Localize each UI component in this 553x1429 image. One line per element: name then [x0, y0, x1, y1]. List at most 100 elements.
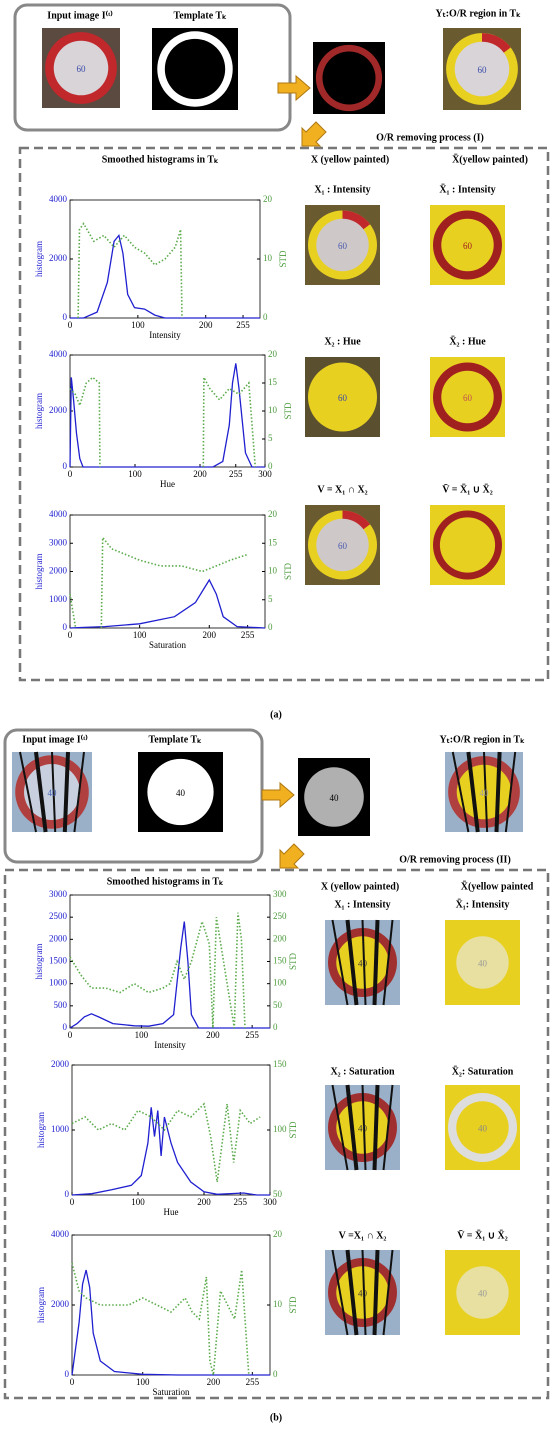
- plot-frame: [71, 1234, 271, 1376]
- y2-tick-label: 50: [273, 1000, 283, 1010]
- y-axis-label: histogram: [34, 393, 44, 429]
- sign-text: 40: [478, 1289, 488, 1299]
- sign-inner: [456, 1266, 509, 1319]
- y-tick-label: 2500: [49, 911, 68, 921]
- y-tick-label: 0: [65, 1369, 70, 1379]
- y2-tick-label: 100: [273, 978, 287, 988]
- arrow: [277, 74, 311, 102]
- branch: [73, 751, 85, 833]
- process-label: O/R removing process (I): [376, 132, 484, 143]
- x-axis-label: Intensity: [154, 1040, 186, 1050]
- x-tick-label: 200: [199, 320, 213, 330]
- image-label: V = X₁ ∩ X₂: [317, 484, 367, 495]
- process-box: [18, 146, 550, 682]
- arrow: [279, 843, 305, 869]
- x-tick-label: 200: [203, 630, 217, 640]
- branch: [382, 1084, 394, 1171]
- input-box: [13, 3, 292, 132]
- sign-image: 60: [430, 357, 505, 437]
- y2-axis-label: STD: [288, 1296, 298, 1314]
- branch: [372, 919, 380, 1006]
- series-line: [69, 921, 270, 1029]
- y-tick-label: 3000: [49, 537, 68, 547]
- x-tick-label: 200: [197, 1197, 211, 1207]
- sign-inner: [456, 936, 509, 989]
- branch: [361, 919, 367, 1006]
- sign-text: 40: [478, 1124, 488, 1134]
- y-tick-label: 0: [63, 622, 68, 632]
- y-tick-label: 4000: [51, 1229, 70, 1239]
- sign-image: 60: [443, 28, 521, 110]
- y-tick-label: 1500: [49, 956, 68, 966]
- y2-tick-label: 20: [273, 1229, 283, 1239]
- y2-tick-label: 10: [268, 405, 278, 415]
- y-axis-label: histogram: [34, 241, 44, 277]
- branch: [331, 1084, 349, 1171]
- column-header: X̄(yellow painted): [452, 154, 528, 166]
- branch: [345, 1084, 359, 1171]
- x-tick-label: 0: [68, 1030, 73, 1040]
- sign-text: 60: [463, 393, 473, 403]
- sign-inner: [316, 518, 369, 572]
- sign-inner: [456, 1101, 509, 1154]
- y2-tick-label: 200: [273, 933, 287, 943]
- sign-image: 60: [430, 205, 505, 285]
- sign-image: 60: [305, 357, 380, 437]
- y2-tick-label: 5: [268, 594, 273, 604]
- sign-inner: [164, 38, 226, 100]
- image-label: X̄₂ : Hue: [449, 336, 486, 348]
- y-tick-label: 4000: [49, 509, 68, 519]
- x-axis-label: Saturation: [153, 1387, 190, 1397]
- x-axis-label: Hue: [164, 1207, 179, 1217]
- sign-inner: [304, 767, 364, 827]
- sign-image: 40: [445, 1250, 520, 1335]
- sign-inner: [316, 370, 369, 424]
- caption: (b): [270, 1412, 282, 1423]
- x-axis-label: Intensity: [149, 330, 181, 340]
- y2-tick-label: 300: [273, 889, 287, 899]
- sign-image: 60: [305, 205, 380, 285]
- column-header: X (yellow painted): [321, 881, 399, 892]
- x-tick-label: 200: [207, 1377, 221, 1387]
- sign-text: 60: [77, 64, 87, 74]
- process-label: O/R removing process (II): [399, 854, 511, 865]
- x-tick-label: 300: [258, 469, 272, 479]
- histogram-title: Smoothed histograms in Tₖ: [102, 154, 219, 165]
- series-line: [71, 1269, 270, 1376]
- plot-frame: [69, 514, 266, 629]
- sign-text: 40: [478, 959, 488, 969]
- x-tick-label: 0: [68, 469, 73, 479]
- y-axis-label: histogram: [34, 554, 44, 590]
- x-tick-label: 200: [206, 1030, 220, 1040]
- y2-tick-label: 10: [263, 253, 273, 263]
- sign-image: 40: [325, 1084, 400, 1171]
- x-tick-label: 100: [133, 630, 147, 640]
- column-header: X̄(yellow painted: [461, 881, 534, 893]
- y-tick-label: 2000: [49, 253, 68, 263]
- sign-text: 40: [48, 788, 58, 798]
- input-label: Input image I⁽ᵗ⁾: [47, 10, 113, 21]
- y-tick-label: 1000: [51, 1124, 70, 1134]
- sign-inner: [441, 370, 494, 424]
- x-tick-label: 255: [245, 1030, 259, 1040]
- sign-image: 40: [325, 1249, 400, 1336]
- y-tick-label: 1000: [49, 978, 68, 988]
- sign-inner: [322, 51, 376, 105]
- x-tick-label: 0: [70, 1377, 75, 1387]
- branch: [34, 751, 48, 833]
- sign-text: 60: [463, 241, 473, 251]
- y2-tick-label: 0: [263, 312, 268, 322]
- y2-tick-label: 20: [268, 349, 278, 359]
- branch: [62, 751, 70, 833]
- y-tick-label: 0: [65, 1189, 70, 1199]
- x-tick-label: 0: [70, 1197, 75, 1207]
- branch: [361, 1084, 367, 1171]
- image-label: X̄₂: Saturation: [452, 1066, 514, 1078]
- image-label: X₁ : Intensity: [314, 184, 370, 195]
- sign-image: 40: [138, 752, 223, 832]
- sign-text: 60: [338, 393, 348, 403]
- y-tick-label: 0: [63, 1022, 68, 1032]
- x-tick-label: 100: [136, 1377, 150, 1387]
- image-label: V̄ = X̄₁ ∪ X̄₂: [457, 1230, 508, 1242]
